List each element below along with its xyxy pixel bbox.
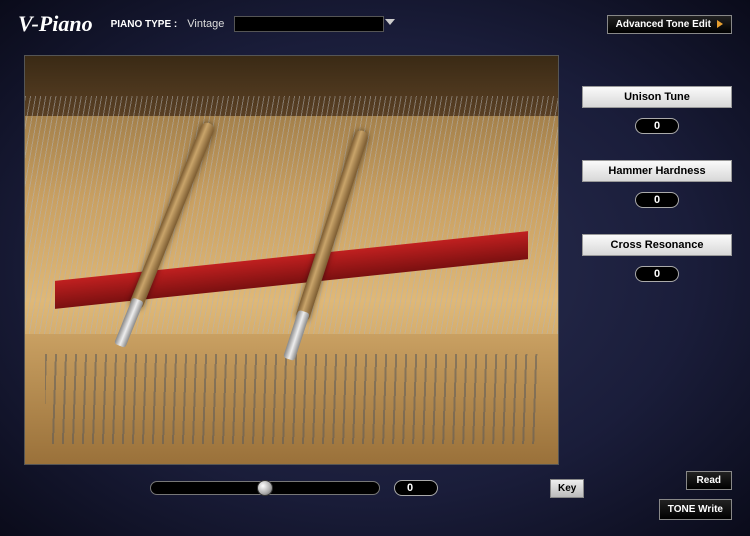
param-cross-resonance: Cross Resonance 0 (582, 234, 732, 282)
piano-type-value: Vintage (187, 18, 224, 30)
value-slider[interactable] (150, 481, 380, 495)
header: V-Piano PIANO TYPE : Vintage Advanced To… (0, 0, 750, 40)
chevron-down-icon (385, 19, 395, 25)
slider-thumb[interactable] (257, 480, 273, 496)
param-label-button[interactable]: Hammer Hardness (582, 160, 732, 182)
param-value[interactable]: 0 (635, 118, 679, 134)
param-value[interactable]: 0 (635, 192, 679, 208)
param-value[interactable]: 0 (635, 266, 679, 282)
advanced-edit-label: Advanced Tone Edit (616, 19, 711, 30)
piano-viewport (24, 55, 559, 465)
param-label-button[interactable]: Unison Tune (582, 86, 732, 108)
read-button[interactable]: Read (686, 471, 732, 490)
parameter-sidebar: Unison Tune 0 Hammer Hardness 0 Cross Re… (582, 86, 732, 308)
key-button[interactable]: Key (550, 479, 584, 498)
advanced-tone-edit-button[interactable]: Advanced Tone Edit (607, 15, 732, 34)
piano-type-dropdown[interactable] (234, 16, 384, 32)
piano-interior-scene (25, 56, 558, 464)
slider-value[interactable]: 0 (394, 480, 438, 496)
triangle-right-icon (717, 20, 723, 28)
tone-write-button[interactable]: TONE Write (659, 499, 732, 520)
tuning-pins (45, 354, 538, 444)
param-unison-tune: Unison Tune 0 (582, 86, 732, 134)
param-label-button[interactable]: Cross Resonance (582, 234, 732, 256)
bottom-slider-group: 0 (150, 480, 438, 496)
piano-type-label: PIANO TYPE : (111, 19, 178, 30)
logo: V-Piano (18, 11, 93, 37)
param-hammer-hardness: Hammer Hardness 0 (582, 160, 732, 208)
